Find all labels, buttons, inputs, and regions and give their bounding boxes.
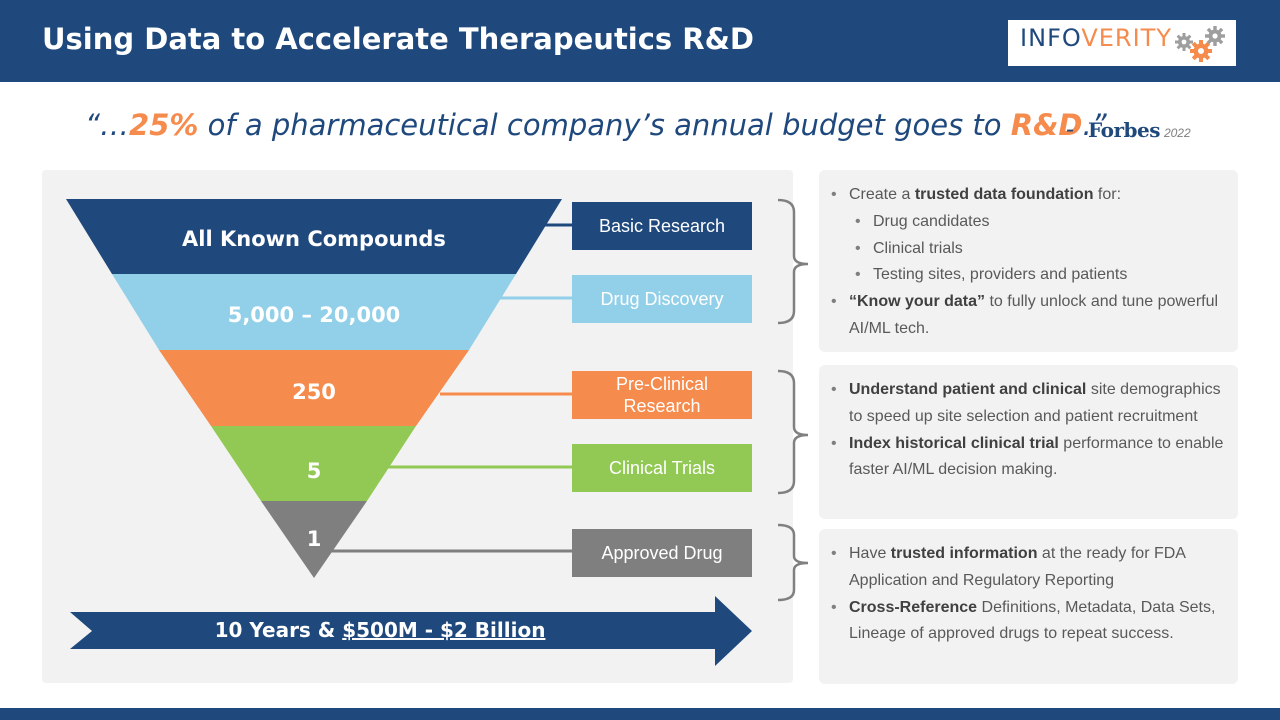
- sub-bullet-drug-candidates: Drug candidates: [829, 209, 1224, 236]
- logo-verity-text: VERITY: [1081, 24, 1172, 52]
- funnel-label-5000-20000: 5,000 – 20,000: [227, 303, 401, 327]
- info-box-clinical: Understand patient and clinical site dem…: [819, 365, 1238, 519]
- funnel-label-all-compounds: All Known Compounds: [182, 227, 446, 251]
- funnel-label-1: 1: [306, 527, 322, 551]
- info-box-regulatory: Have trusted information at the ready fo…: [819, 529, 1238, 684]
- stage-pre-clinical-research: Pre-Clinical Research: [572, 371, 752, 419]
- funnel-label-5: 5: [306, 459, 322, 483]
- stage-drug-discovery: Drug Discovery: [572, 275, 752, 323]
- funnel-level-5: [211, 426, 416, 501]
- info-box-data-foundation: Create a trusted data foundation for: Dr…: [819, 170, 1238, 352]
- stage-label: Approved Drug: [601, 543, 723, 563]
- bullet-trusted-data-foundation: Create a trusted data foundation for:: [829, 182, 1224, 209]
- bullet-know-your-data: “Know your data” to fully unlock and tun…: [829, 289, 1224, 343]
- funnel-level-all-compounds: [66, 199, 562, 274]
- quote-close: .”: [1082, 108, 1107, 142]
- timeline-arrow: [70, 596, 752, 666]
- logo-text: INFOVERITY: [1020, 24, 1172, 52]
- attribution-dash: -: [1066, 116, 1074, 143]
- stage-label: Drug Discovery: [600, 289, 724, 309]
- funnel-label-250: 250: [292, 380, 336, 404]
- brace-top: [777, 198, 809, 325]
- bullet-understand-patient: Understand patient and clinical site dem…: [829, 377, 1224, 431]
- stage-approved-drug: Approved Drug: [572, 529, 752, 577]
- stage-clinical-trials: Clinical Trials: [572, 444, 752, 492]
- timeline-cost: $500M - $2 Billion: [342, 618, 546, 642]
- quote-percentage: 25%: [129, 108, 199, 142]
- sub-bullet-testing-sites: Testing sites, providers and patients: [829, 262, 1224, 289]
- footer-bar: [0, 708, 1280, 720]
- stage-label: Basic Research: [598, 216, 726, 236]
- quote-middle: of a pharmaceutical company’s annual bud…: [198, 108, 1011, 142]
- brace-middle: [777, 369, 809, 495]
- header-bar: Using Data to Accelerate Therapeutics R&…: [0, 0, 1280, 82]
- brace-bottom: [777, 523, 809, 602]
- sub-bullet-clinical-trials: Clinical trials: [829, 236, 1224, 263]
- stage-label: Clinical Trials: [608, 458, 716, 478]
- quote-attribution: - Forbes 2022: [1066, 116, 1191, 144]
- bullet-cross-reference: Cross-Reference Definitions, Metadata, D…: [829, 595, 1224, 649]
- timeline-label: 10 Years & $500M - $2 Billion: [70, 618, 690, 642]
- stage-basic-research: Basic Research: [572, 202, 752, 250]
- funnel-level-1: [261, 501, 367, 578]
- forbes-logo: Forbes: [1088, 118, 1160, 142]
- timeline-prefix: 10 Years &: [214, 618, 343, 642]
- logo-info-text: INFO: [1020, 24, 1082, 52]
- funnel-level-5000-20000: [112, 274, 516, 350]
- quote-open: “…: [85, 108, 130, 142]
- attribution-year: 2022: [1163, 126, 1191, 140]
- gears-icon: [1174, 24, 1228, 64]
- quote-rd: R&D: [1010, 108, 1083, 142]
- bullet-index-historical: Index historical clinical trial performa…: [829, 431, 1224, 485]
- funnel-level-250: [159, 350, 469, 426]
- bullet-trusted-information: Have trusted information at the ready fo…: [829, 541, 1224, 595]
- forbes-quote: “…25% of a pharmaceutical company’s annu…: [85, 108, 1107, 142]
- page-title: Using Data to Accelerate Therapeutics R&…: [42, 22, 754, 56]
- stage-label: Pre-Clinical Research: [615, 374, 709, 416]
- infoverity-logo: INFOVERITY: [1008, 20, 1236, 66]
